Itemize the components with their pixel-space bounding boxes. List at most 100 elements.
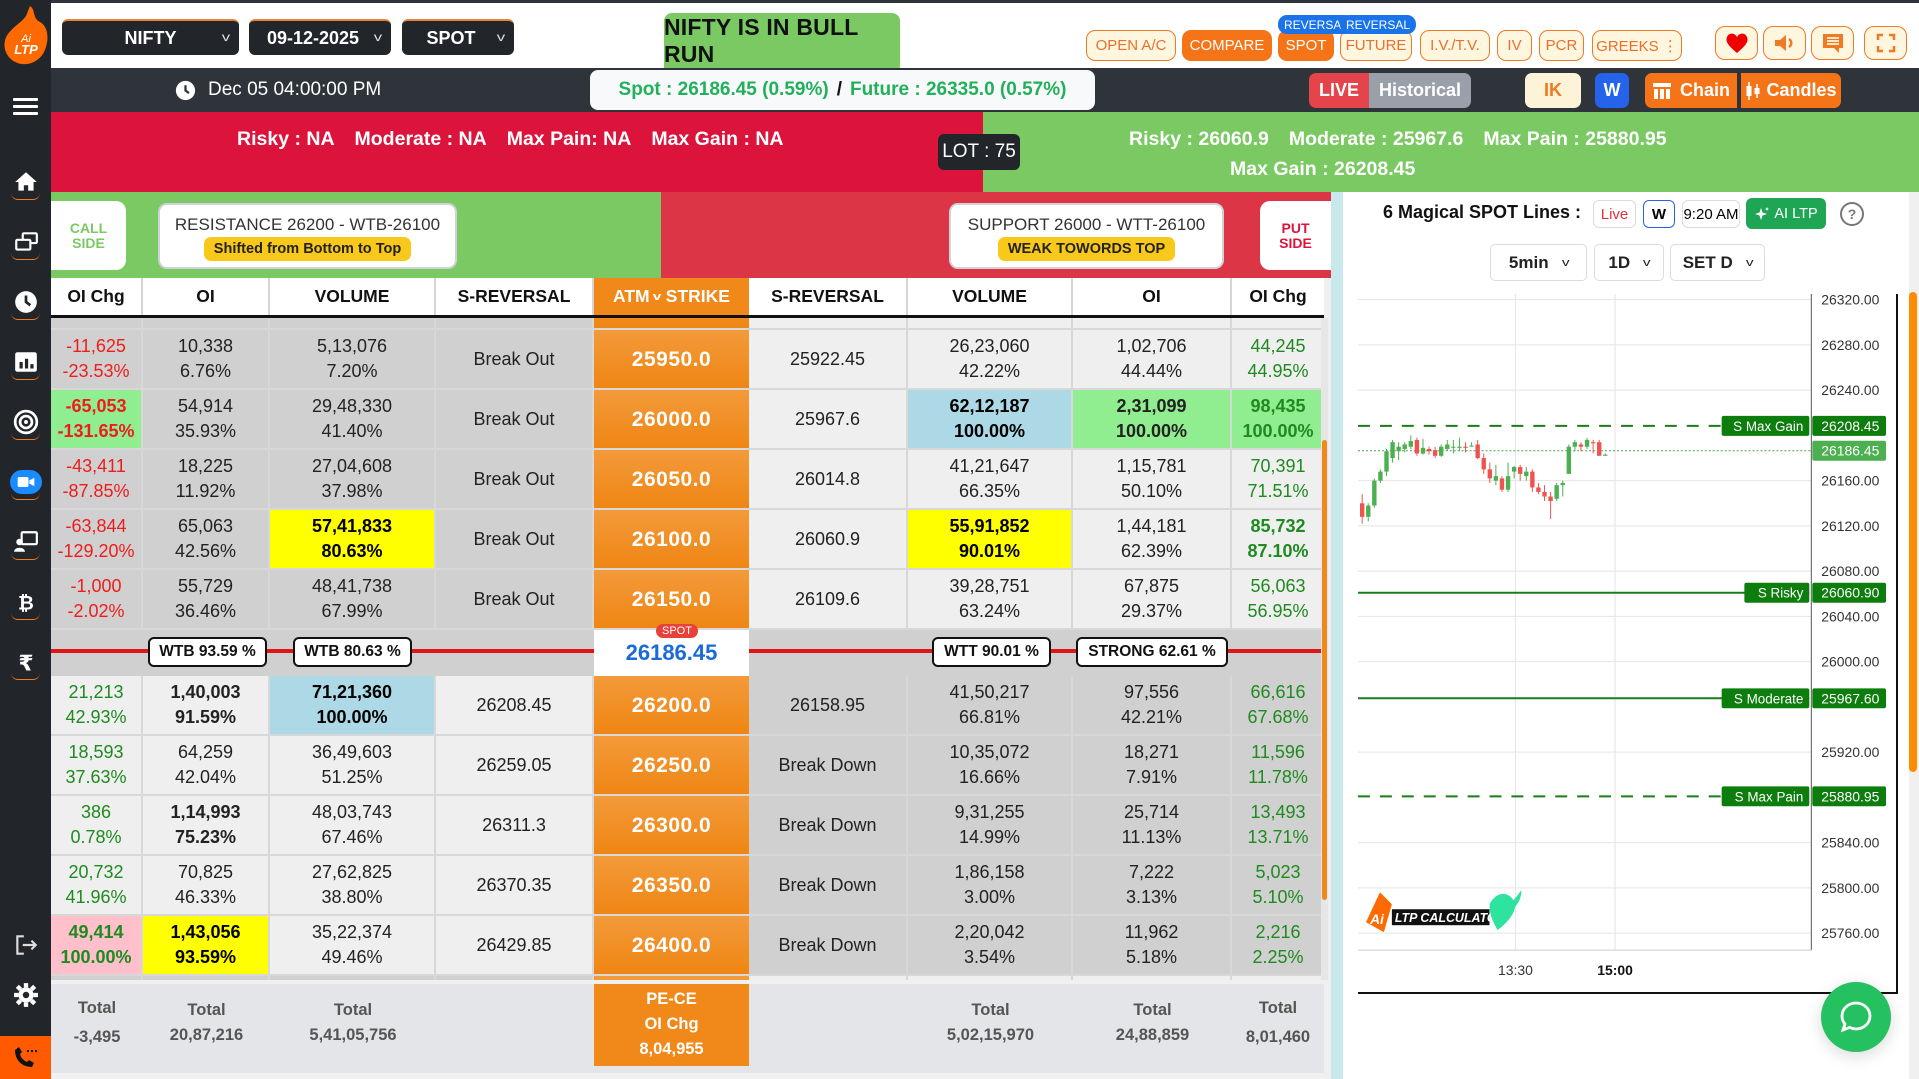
time-chip[interactable]: 9:20 AM [1682, 200, 1740, 228]
symbol-select[interactable]: NIFTY v [62, 19, 239, 55]
pcr-button[interactable]: PCR [1539, 30, 1584, 61]
col-call-oi-chg[interactable]: OI Chg [51, 278, 143, 315]
cell-strike[interactable]: 26000.0 [594, 390, 749, 448]
cell-call-s-reversal: Break Out [436, 390, 594, 448]
sidebar-item-rupee[interactable]: ₹ [0, 632, 51, 692]
sidebar-item-crypto[interactable]: ₿ [0, 572, 51, 632]
iv-tv-button[interactable]: I.V./T.V. [1420, 30, 1490, 61]
mode-select[interactable]: SPOT v [402, 19, 514, 55]
table-scrollbar-thumb[interactable] [1322, 440, 1327, 900]
live-chip[interactable]: Live [1593, 200, 1636, 228]
cell-strike[interactable]: 26250.0 [594, 736, 749, 794]
sidebar-item-video[interactable] [0, 452, 51, 512]
strike-value: 26100.0 [631, 527, 712, 551]
settings-button[interactable] [0, 970, 51, 1020]
col-call-volume[interactable]: VOLUME [270, 278, 436, 315]
col-put-s-reversal[interactable]: S-REVERSAL [749, 278, 908, 315]
col-call-oi[interactable]: OI [143, 278, 270, 315]
range-select[interactable]: 1D v [1594, 244, 1664, 281]
svg-text:LTP CALCULATOR: LTP CALCULATOR [1395, 911, 1506, 925]
spot-reversal-button[interactable]: SPOT [1278, 30, 1334, 61]
cell-strike[interactable]: 26200.0 [594, 676, 749, 734]
page-scrollbar-thumb[interactable] [1909, 292, 1917, 772]
cell-call-oi: 1,43,056 93.59% [143, 916, 270, 974]
compare-button[interactable]: COMPARE [1182, 30, 1272, 61]
cell-strike[interactable]: 26350.0 [594, 856, 749, 914]
greeks-button[interactable]: GREEKS ⋮ [1592, 30, 1682, 61]
call-s-reversal-value: Break Out [473, 348, 555, 369]
support-call-button[interactable] [0, 1036, 51, 1079]
candlestick-chart[interactable]: 26320.00 26280.00 26240.00 26160.00 26120.00… [1358, 294, 1898, 994]
w-chip[interactable]: W [1643, 200, 1675, 228]
put-s-reversal-value: 26014.8 [794, 468, 861, 489]
sound-button[interactable] [1763, 26, 1806, 60]
resistance-badge: Shifted from Bottom to Top [203, 237, 412, 261]
levels-bar: Risky : NA Moderate : NA Max Pain: NA Max G… [51, 112, 1919, 192]
chain-button[interactable]: Chain [1645, 73, 1737, 108]
ai-ltp-logo[interactable]: Ai LTP [2, 4, 50, 68]
cell-put-volume: 39,28,751 63.24% [908, 570, 1073, 628]
atm-label[interactable]: ATM [613, 286, 650, 306]
table-row[interactable]: -11,625 -23.53% 10,338 6.76% 5,13,076 7.20% Br… [51, 330, 1324, 390]
logout-button[interactable] [0, 920, 51, 970]
menu-toggle-icon[interactable] [13, 98, 38, 116]
ai-ltp-label: AI LTP [1774, 205, 1818, 222]
table-row[interactable]: 18,593 37.63% 64,259 42.04% 36,49,603 51.25% 2… [51, 736, 1324, 796]
table-row[interactable]: -65,053 -131.65% 54,914 35.93% 29,48,330 41.4… [51, 390, 1324, 450]
cell-put-volume: 2,20,042 3.54% [908, 916, 1073, 974]
iv-button[interactable]: IV [1497, 30, 1532, 61]
sidebar-item-history[interactable] [0, 272, 51, 332]
chevron-down-icon[interactable]: v [652, 290, 661, 303]
expiry-select[interactable]: 09-12-2025 v [249, 19, 391, 55]
open-account-button[interactable]: OPEN A/C [1086, 30, 1176, 61]
historical-button[interactable]: Historical [1369, 73, 1472, 108]
live-button[interactable]: LIVE [1309, 73, 1370, 108]
cell-strike[interactable]: 26100.0 [594, 510, 749, 568]
put-volume-value: 39,28,751 [949, 576, 1030, 596]
ik-button[interactable]: IK [1525, 73, 1581, 108]
cell-strike[interactable]: 26400.0 [594, 916, 749, 974]
ai-ltp-button[interactable]: AI LTP [1746, 198, 1826, 229]
w-button[interactable]: W [1595, 73, 1629, 108]
cell-strike[interactable]: 26150.0 [594, 570, 749, 628]
table-row[interactable]: 21,213 42.93% 1,40,003 91.59% 71,21,360 100.0… [51, 676, 1324, 736]
cell-strike[interactable]: 26300.0 [594, 796, 749, 854]
help-icon[interactable]: ? [1840, 202, 1864, 226]
sidebar-item-copy[interactable] [0, 212, 51, 272]
table-row[interactable]: 49,414 100.00% 1,43,056 93.59% 35,22,374 49.4… [51, 916, 1324, 976]
col-put-oi-chg[interactable]: OI Chg [1249, 286, 1307, 306]
fullscreen-button[interactable] [1864, 26, 1907, 60]
table-row[interactable]: -1,000 -2.02% 55,729 36.46% 48,41,738 67.99% B… [51, 570, 1324, 630]
favorite-button[interactable] [1715, 26, 1758, 60]
cell-strike[interactable]: 26050.0 [594, 450, 749, 508]
messages-button[interactable] [1811, 26, 1854, 60]
sidebar-item-target[interactable] [0, 392, 51, 452]
table-body[interactable]: -11,625 -23.53% 10,338 6.76% 5,13,076 7.20% Br… [51, 318, 1324, 980]
sidebar-item-charts[interactable] [0, 332, 51, 392]
col-put-volume[interactable]: VOLUME [908, 278, 1073, 315]
candles-button[interactable]: Candles [1741, 73, 1841, 108]
cell-put-s-reversal [749, 318, 908, 328]
col-put-oi[interactable]: OI [1073, 278, 1232, 315]
table-row[interactable]: 386 0.78% 1,14,993 75.23% 48,03,743 67.46% 263… [51, 796, 1324, 856]
col-strike[interactable]: ATM v STRIKE [594, 278, 749, 315]
svg-text:26280.00: 26280.00 [1821, 337, 1879, 353]
table-row[interactable]: -43,411 -87.85% 18,225 11.92% 27,04,608 37.98… [51, 450, 1324, 510]
table-row[interactable]: -63,844 -129.20% 65,063 42.56% 57,41,833 80.6… [51, 510, 1324, 570]
cell-put-oi: 18,271 7.91% [1073, 736, 1232, 794]
put-s-reversal-value: Break Down [778, 814, 877, 835]
sidebar-item-training[interactable] [0, 512, 51, 572]
cell-put-s-reversal: 26158.95 [749, 676, 908, 734]
whatsapp-chat-button[interactable] [1821, 982, 1891, 1052]
live-historical-toggle: LIVE Historical [1309, 73, 1472, 108]
future-reversal-button[interactable]: FUTURE [1340, 30, 1412, 61]
set-select[interactable]: SET D v [1670, 244, 1765, 281]
put-max-gain: Max Gain : 26208.45 [1230, 158, 1416, 180]
table-row[interactable]: 20,732 41.96% 70,825 46.33% 27,62,825 38.80% 2… [51, 856, 1324, 916]
col-call-s-reversal[interactable]: S-REVERSAL [436, 278, 594, 315]
sidebar-item-home[interactable] [0, 152, 51, 212]
cell-strike[interactable]: 25950.0 [594, 330, 749, 388]
svg-text:₿: ₿ [18, 592, 34, 615]
interval-select[interactable]: 5min v [1490, 244, 1587, 281]
put-oi-chg-percent: 13.71% [1247, 827, 1309, 847]
